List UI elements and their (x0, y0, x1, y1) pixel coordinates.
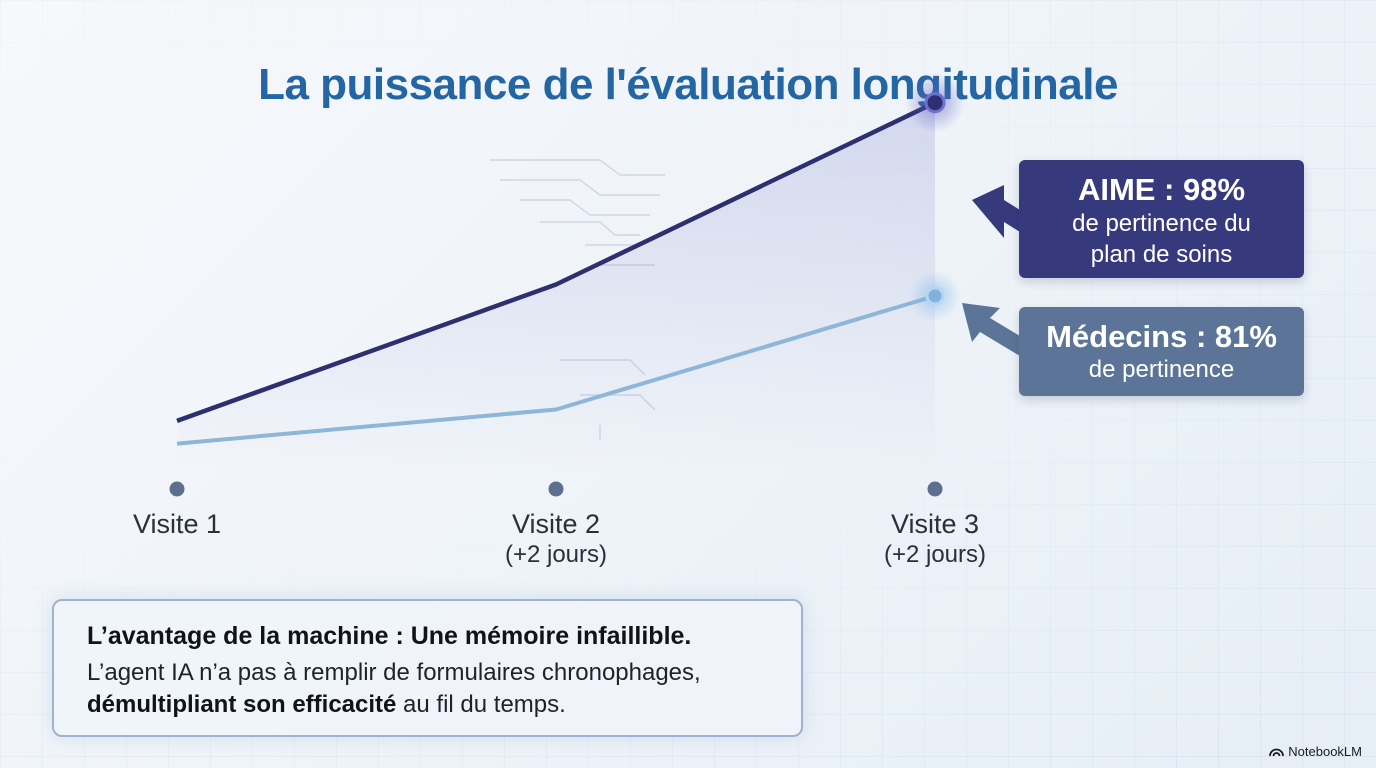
timeline-tick-visite-3 (927, 481, 943, 497)
info-text-end: au fil du temps. (396, 691, 566, 718)
endpoint-dot-aime (924, 92, 946, 114)
timeline-tick-visite-2 (548, 481, 564, 497)
aime-line-2: plan de soins (1090, 241, 1233, 268)
notebooklm-logo-icon (1269, 748, 1285, 757)
series-line-aime (176, 100, 936, 424)
brand-watermark: NotebookLM (1269, 744, 1362, 759)
series-line-medecins (176, 293, 936, 446)
aime-callout: AIME : 98% de pertinence du plan de soin… (1019, 160, 1304, 278)
info-box: L’avantage de la machine : Une mémoire i… (52, 599, 803, 737)
aime-headline: AIME : 98% (1077, 172, 1246, 207)
medecins-callout-arrow (962, 303, 1020, 356)
x-tick-visite-3: Visite 3 (+2 jours) (883, 509, 987, 568)
info-text: L’agent IA n’a pas à remplir de formulai… (87, 657, 801, 721)
medecins-headline: Médecins : 81% (1046, 319, 1277, 354)
brand-label: NotebookLM (1288, 744, 1362, 759)
info-text-plain: L’agent IA n’a pas à remplir de formulai… (87, 659, 701, 686)
info-title: L’avantage de la machine : Une mémoire i… (87, 622, 692, 650)
x-tick-visite-1: Visite 1 (132, 509, 222, 539)
medecins-line-1: de pertinence (1088, 356, 1235, 383)
x-tick-visite-2: Visite 2 (+2 jours) (504, 509, 608, 568)
aime-callout-arrow (972, 185, 1020, 238)
endpoint-dot-medecins (925, 286, 945, 306)
medecins-callout: Médecins : 81% de pertinence (1019, 307, 1304, 396)
aime-line-1: de pertinence du (1072, 210, 1251, 237)
page-title: La puissance de l'évaluation longitudina… (258, 60, 1118, 109)
timeline-tick-visite-1 (169, 481, 185, 497)
info-text-bold: démultipliant son efficacité (87, 691, 397, 718)
